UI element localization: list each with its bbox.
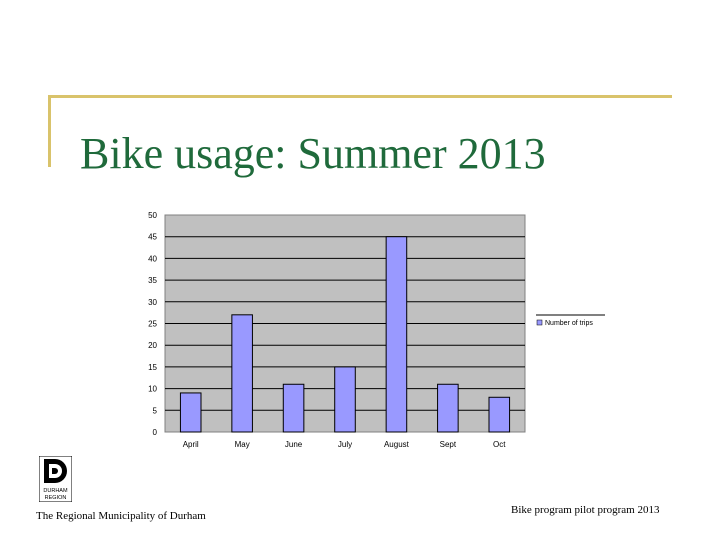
x-tick-label: Oct [493,440,506,449]
x-tick-label: Sept [440,440,457,449]
legend-swatch [536,319,543,326]
title-accent-line [48,95,672,98]
bar [385,236,408,433]
x-tick-label: June [285,440,303,449]
slide-title: Bike usage: Summer 2013 [80,129,546,178]
bar [488,396,511,433]
bar [179,392,202,433]
footer-organization: The Regional Municipality of Durham [36,510,206,522]
title-accent-bar [48,95,51,167]
x-tick-label: April [183,440,199,449]
y-tick-label: 25 [148,320,157,329]
bar [334,366,356,433]
logo-text-line-2: REGION [45,495,67,501]
bar [437,383,459,433]
x-tick-label: August [384,440,410,449]
y-tick-label: 20 [148,341,157,350]
legend-label: Number of trips [545,320,593,327]
y-tick-label: 40 [148,254,157,263]
footer-program: Bike program pilot program 2013 [511,504,660,516]
bar [282,383,305,433]
y-tick-label: 45 [148,233,157,242]
x-tick-label: July [338,440,352,449]
y-tick-label: 15 [148,363,157,372]
logo-text-line-1: DURHAM [43,488,68,494]
y-tick-label: 0 [153,428,158,437]
y-tick-label: 10 [148,385,157,394]
y-tick-label: 35 [148,276,157,285]
y-tick-label: 30 [148,298,157,307]
y-tick-label: 5 [153,406,158,415]
x-tick-label: May [235,440,250,449]
y-tick-label: 50 [148,211,157,220]
bar [231,314,253,433]
durham-region-logo-icon: DURHAM REGION [39,456,72,502]
